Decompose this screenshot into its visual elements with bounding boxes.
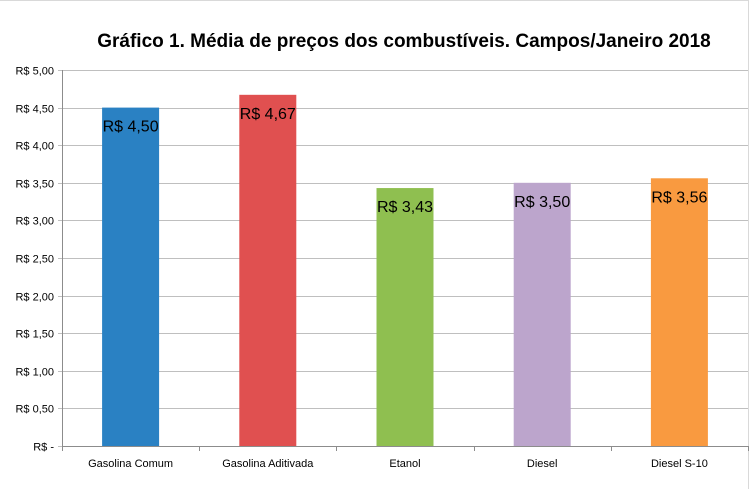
y-tick-label: R$ 3,50 [15, 179, 54, 191]
y-tick-label: R$ - [33, 442, 54, 454]
y-tick-label: R$ 4,50 [15, 104, 54, 116]
bar [376, 188, 434, 446]
x-tick-label: Etanol [389, 458, 420, 470]
data-label: R$ 4,50 [103, 119, 159, 136]
data-label: R$ 3,56 [651, 189, 707, 206]
x-tick-label: Gasolina Comum [88, 458, 173, 470]
data-label: R$ 4,67 [240, 106, 296, 123]
bar [239, 94, 297, 446]
x-tick-label: Diesel [527, 458, 558, 470]
bar [102, 107, 160, 446]
data-label: R$ 3,43 [377, 199, 433, 216]
y-tick-label: R$ 3,00 [15, 216, 54, 228]
chart-title: Gráfico 1. Média de preços dos combustív… [97, 31, 711, 52]
x-tick-label: Diesel S-10 [651, 458, 708, 470]
data-label: R$ 3,50 [514, 194, 570, 211]
y-tick-label: R$ 1,00 [15, 367, 54, 379]
y-tick-label: R$ 1,50 [15, 329, 54, 341]
y-tick-label: R$ 0,50 [15, 404, 54, 416]
bar [650, 178, 708, 446]
x-tick-label: Gasolina Aditivada [222, 458, 314, 470]
y-tick-label: R$ 5,00 [15, 66, 54, 78]
y-tick-label: R$ 2,50 [15, 254, 54, 266]
y-tick-label: R$ 2,00 [15, 292, 54, 304]
y-tick-label: R$ 4,00 [15, 141, 54, 153]
bar [513, 182, 571, 447]
